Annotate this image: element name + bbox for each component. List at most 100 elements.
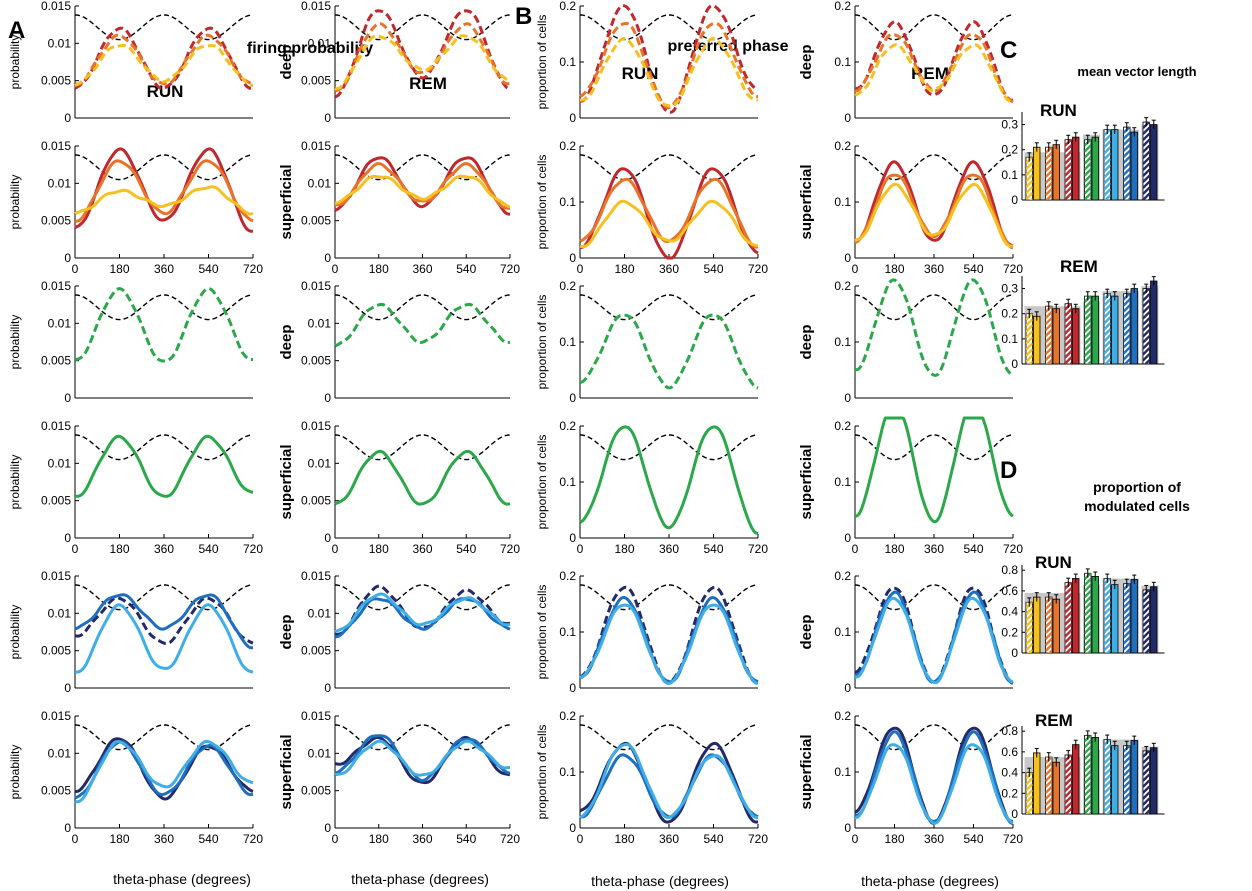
hatch-stripe [1123,750,1130,759]
data-series-line [854,33,1014,104]
hatch-stripe [1124,365,1131,372]
hatch-stripe [1143,347,1150,356]
hatch-stripe [1026,642,1033,652]
hatch-stripe [1143,779,1150,788]
theta-reference-line [855,294,1013,321]
reference-band [1024,592,1081,653]
data-series-line [74,185,254,216]
hatch-stripe [1046,817,1053,824]
hatch-stripe [1026,795,1033,804]
panel-label-c: C [1000,37,1017,64]
hatch-stripe [1104,340,1111,349]
hatch-stripe [1123,316,1130,325]
bar-chart-condition-label: REM [1035,711,1073,730]
y-tick-label: 0 [324,111,331,125]
hatch-stripe [1105,649,1111,653]
theta-reference-line [580,724,758,751]
hatch-stripe [1104,774,1111,783]
hatch-stripe [1065,647,1072,653]
hatch-stripe [1065,807,1072,814]
theta-reference-line [855,434,1013,461]
hatch-stripe [1104,334,1111,343]
data-series-line [854,20,1014,102]
hatch-stripe [1065,338,1072,347]
hatch-stripe [1104,607,1111,616]
hatch-stripe [1143,655,1150,662]
hatch-stripe [1045,346,1052,356]
hatch-stripe [1143,353,1150,362]
x-tick-label: 180 [614,832,634,846]
hatch-stripe [1143,299,1150,308]
hatch-stripe [1084,757,1091,767]
hatch-stripe [1027,648,1033,653]
hatch-stripe [1144,809,1150,814]
hatch-stripe [1104,798,1111,807]
y-tick-label: 0.1 [834,195,851,209]
hatch-stripe [1045,316,1052,326]
y-tick-label: 0 [844,681,851,695]
hatch-stripe [1026,367,1033,374]
theta-reference-line [855,584,1013,611]
y-tick-label: 0.01 [48,316,72,330]
y-tick-label: 0 [324,251,331,265]
hatch-stripe [1084,631,1091,641]
hatch-stripe [1104,643,1111,652]
y-tick-label: 0 [844,531,851,545]
x-tick-label: 540 [456,262,476,276]
x-tick-label: 360 [154,542,174,556]
y-axis-label: deep [278,614,295,649]
data-series-line [579,4,759,114]
hatch-stripe [1030,813,1033,815]
data-series-line [74,147,254,233]
hatch-stripe [1084,763,1091,773]
y-axis-label: deep [278,44,295,79]
bar-hatching [1045,147,1052,200]
hatch-stripe [1065,605,1072,614]
hatch-stripe [1143,630,1150,639]
bar [1130,131,1138,201]
heading-firing-probability: firing probability [247,40,373,57]
panel-label-b: B [515,3,532,30]
hatch-stripe [1026,656,1033,663]
hatch-stripe [1026,612,1033,622]
hatch-stripe [1026,783,1033,792]
hatch-stripe [1126,197,1130,200]
line-chart-b_rem-red-deep: 0 0.1 0.2 deep [798,0,1014,125]
data-series-line [74,287,253,363]
hatch-stripe [1143,600,1150,609]
y-axis-label: deep [278,324,295,359]
hatch-stripe [1084,613,1091,623]
hatch-stripe [1026,205,1033,212]
hatch-stripe [1084,180,1091,189]
xlabel-b-rem: theta-phase (degrees) [861,873,999,889]
y-tick-label: 0.015 [301,569,331,583]
hatch-stripe [1123,358,1130,365]
bar [1091,295,1099,365]
data-series-line [74,434,254,498]
hatch-stripe [1045,310,1052,320]
hatch-stripe [1026,618,1033,628]
bar-hatching [1143,122,1150,200]
data-series-line [579,21,758,110]
y-tick-label: 0.2 [559,709,576,723]
hatch-stripe [1104,346,1111,355]
bar-hatching [1123,293,1131,372]
x-tick-label: 180 [884,262,904,276]
x-tick-label: 720 [1003,832,1023,846]
x-tick-label: 720 [748,832,768,846]
y-tick-label: 0.1 [834,475,851,489]
hatch-stripe [1045,187,1052,197]
hatch-stripe [1084,348,1091,357]
hatch-stripe [1143,168,1150,177]
hatch-stripe [1045,175,1052,185]
bar-hatching [1084,735,1091,814]
y-tick-label: 0 [569,251,576,265]
hatch-stripe [1143,144,1150,153]
hatch-stripe [1084,300,1091,309]
hatch-stripe [1026,179,1033,189]
hatch-stripe [1047,649,1052,653]
line-chart-b_run-green-superficial: 0 0.1 0.2 0 180 360 540 720 proportion of cells [535,419,768,556]
x-tick-label: 720 [748,542,768,556]
hatch-stripe [1045,773,1052,782]
data-series-line [854,160,1014,248]
